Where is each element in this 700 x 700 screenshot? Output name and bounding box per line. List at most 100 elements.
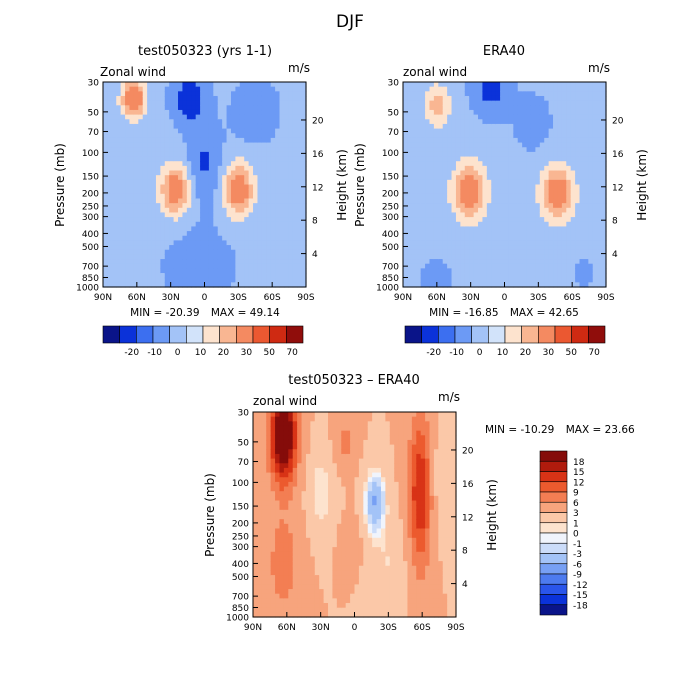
contour-cell — [208, 263, 214, 269]
contour-cell — [504, 179, 510, 186]
contour-cell — [451, 137, 457, 144]
contour-cell — [213, 277, 219, 283]
contour-cell — [491, 277, 497, 283]
contour-cell — [553, 254, 559, 260]
contour-cell — [222, 235, 228, 242]
colorbar-label: -20 — [124, 348, 139, 358]
contour-cell — [438, 86, 444, 92]
contour-cell — [583, 105, 589, 111]
contour-cell — [411, 254, 417, 260]
contour-cell — [261, 198, 267, 204]
contour-cell — [310, 607, 316, 613]
contour-cell — [407, 245, 413, 251]
contour-cell — [111, 119, 117, 125]
contour-cell — [323, 523, 329, 530]
contour-cell — [213, 137, 219, 144]
contour-cell — [548, 217, 554, 223]
contour-cell — [142, 184, 148, 190]
contour-cell — [588, 273, 594, 279]
contour-cell — [447, 235, 453, 242]
contour-cell — [270, 537, 276, 544]
contour-cell — [420, 86, 426, 92]
contour-cell — [305, 477, 311, 483]
contour-cell — [557, 259, 563, 265]
contour-cell — [125, 91, 131, 97]
contour-cell — [553, 179, 559, 186]
contour-cell — [530, 203, 536, 209]
contour-cell — [566, 249, 572, 255]
contour-cell — [455, 147, 461, 153]
contour-cell — [275, 500, 281, 506]
contour-cell — [451, 235, 457, 242]
contour-cell — [407, 231, 413, 237]
contour-cell — [451, 189, 457, 195]
contour-cell — [319, 575, 325, 581]
contour-cell — [513, 240, 519, 246]
contour-cell — [292, 598, 298, 604]
contour-cell — [597, 193, 603, 200]
contour-cell — [288, 91, 294, 97]
contour-cell — [138, 203, 144, 209]
contour-cell — [182, 114, 188, 120]
contour-cell — [601, 179, 607, 186]
contour-cell — [517, 175, 523, 181]
contour-cell — [416, 133, 422, 139]
contour-cell — [266, 491, 272, 497]
contour-cell — [266, 612, 272, 618]
contour-cell — [544, 123, 550, 130]
contour-cell — [588, 151, 594, 158]
contour-cell — [420, 268, 426, 274]
contour-cell — [288, 207, 294, 214]
contour-cell — [200, 198, 206, 204]
contour-cell — [301, 570, 307, 576]
contour-cell — [292, 421, 298, 427]
contour-cell — [169, 100, 175, 106]
contour-cell — [588, 175, 594, 181]
colorbar-label: 30 — [241, 348, 253, 358]
contour-cell — [464, 254, 470, 260]
contour-cell — [478, 142, 484, 148]
contour-cell — [164, 161, 170, 167]
contour-cell — [257, 268, 263, 274]
contour-cell — [517, 240, 523, 246]
contour-cell — [579, 277, 585, 283]
contour-cell — [253, 221, 259, 228]
contour-cell — [266, 537, 272, 544]
contour-cell — [292, 430, 298, 436]
contour-cell — [186, 109, 192, 116]
contour-cell — [279, 142, 285, 148]
contour-cell — [125, 217, 131, 223]
contour-cell — [116, 151, 122, 158]
contour-cell — [566, 151, 572, 158]
contour-cell — [283, 221, 289, 228]
contour-cell — [557, 273, 563, 279]
contour-cell — [275, 235, 281, 242]
contour-cell — [464, 147, 470, 153]
contour-cell — [319, 505, 325, 511]
contour-cell — [266, 463, 272, 469]
contour-cell — [553, 217, 559, 223]
contour-cell — [478, 263, 484, 269]
contour-cell — [288, 570, 294, 576]
contour-cell — [279, 175, 285, 181]
contour-cell — [319, 509, 325, 516]
contour-cell — [579, 156, 585, 162]
colorbar-swatch — [421, 325, 439, 344]
contour-cell — [597, 119, 603, 125]
contour-cell — [133, 142, 139, 148]
contour-cell — [442, 184, 448, 190]
contour-cell — [178, 268, 184, 274]
contour-cell — [575, 198, 581, 204]
contour-cell — [129, 193, 135, 200]
contour-cell — [522, 268, 528, 274]
contour-cell — [138, 249, 144, 255]
contour-cell — [191, 240, 197, 246]
contour-cell — [169, 249, 175, 255]
contour-cell — [464, 95, 470, 102]
contour-cell — [129, 259, 135, 265]
contour-cell — [283, 151, 289, 158]
contour-cell — [257, 184, 263, 190]
contour-cell — [314, 416, 320, 422]
contour-cell — [504, 119, 510, 125]
contour-cell — [588, 231, 594, 237]
